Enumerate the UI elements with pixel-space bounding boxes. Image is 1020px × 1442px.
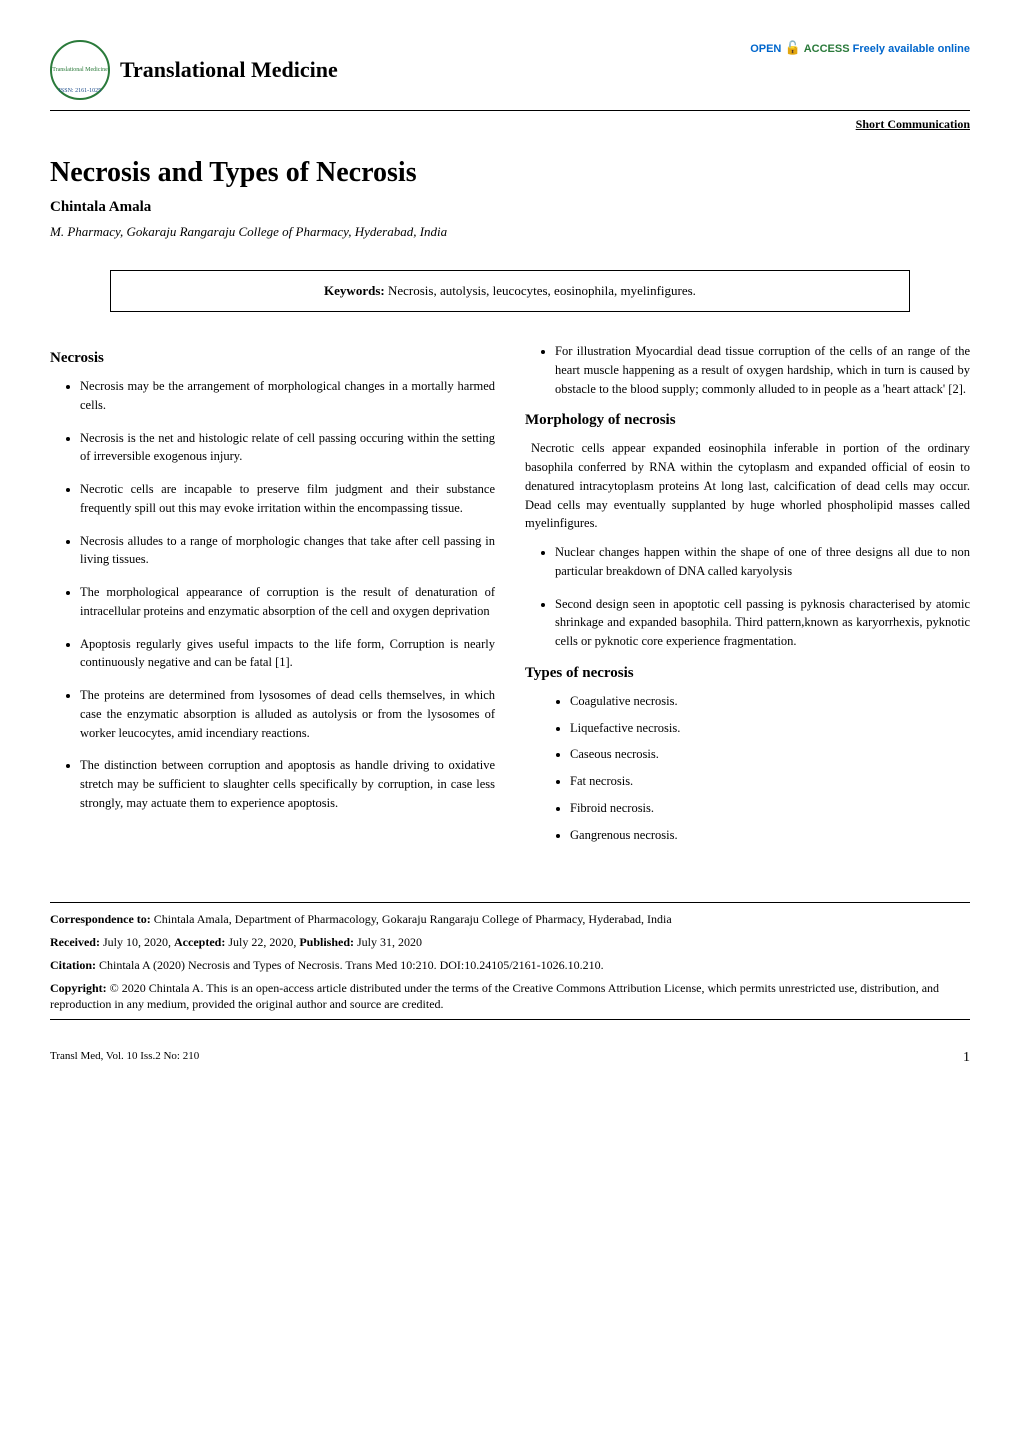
correspondence-line: Correspondence to: Chintala Amala, Depar… — [50, 911, 970, 928]
section-heading-morphology: Morphology of necrosis — [525, 412, 970, 429]
page-number: 1 — [963, 1050, 970, 1066]
list-item: The proteins are determined from lysosom… — [80, 686, 495, 742]
article-title: Necrosis and Types of Necrosis — [50, 157, 970, 189]
copyright-line: Copyright: © 2020 Chintala A. This is an… — [50, 980, 970, 1014]
access-text: ACCESS — [804, 43, 850, 55]
list-item: The morphological appearance of corrupti… — [80, 583, 495, 621]
open-text: OPEN — [750, 43, 781, 55]
right-column: For illustration Myocardial dead tissue … — [525, 342, 970, 852]
list-item: Necrotic cells are incapable to preserve… — [80, 480, 495, 518]
freely-text: Freely available online — [853, 43, 970, 55]
section-heading-necrosis: Necrosis — [50, 350, 495, 367]
correspondence-text: Chintala Amala, Department of Pharmacolo… — [151, 912, 672, 926]
list-item: Nuclear changes happen within the shape … — [555, 543, 970, 581]
citation-label: Citation: — [50, 958, 96, 972]
open-access-badge: OPEN 🔓 ACCESS Freely available online — [750, 40, 970, 56]
received-label: Received: — [50, 935, 100, 949]
journal-block: Translational Medicine ISSN: 2161-1025 T… — [50, 40, 338, 100]
footer-divider-top — [50, 902, 970, 903]
header-divider — [50, 110, 970, 111]
author-name: Chintala Amala — [50, 199, 970, 216]
necrosis-bullet-list: Necrosis may be the arrangement of morph… — [50, 377, 495, 813]
article-type: Short Communication — [50, 117, 970, 132]
keywords-box: Keywords: Necrosis, autolysis, leucocyte… — [110, 270, 910, 312]
two-column-body: Necrosis Necrosis may be the arrangement… — [50, 342, 970, 852]
list-item: Necrosis may be the arrangement of morph… — [80, 377, 495, 415]
footer-divider-bottom — [50, 1019, 970, 1020]
journal-logo: Translational Medicine ISSN: 2161-1025 — [50, 40, 110, 100]
accepted-date: July 22, 2020, — [225, 935, 299, 949]
section-heading-types: Types of necrosis — [525, 665, 970, 682]
citation-line: Citation: Chintala A (2020) Necrosis and… — [50, 957, 970, 974]
lock-icon: 🔓 — [784, 40, 800, 55]
journal-title: Translational Medicine — [120, 57, 338, 83]
list-item: Necrosis alludes to a range of morpholog… — [80, 532, 495, 570]
list-item: Coagulative necrosis. — [570, 692, 970, 711]
logo-text: Translational Medicine — [52, 67, 108, 73]
logo-issn: ISSN: 2161-1025 — [59, 88, 101, 94]
list-item: The distinction between corruption and a… — [80, 756, 495, 812]
list-item: Second design seen in apoptotic cell pas… — [555, 595, 970, 651]
right-top-bullet: For illustration Myocardial dead tissue … — [525, 342, 970, 398]
morphology-paragraph: Necrotic cells appear expanded eosinophi… — [525, 439, 970, 533]
left-column: Necrosis Necrosis may be the arrangement… — [50, 342, 495, 852]
list-item: Liquefactive necrosis. — [570, 719, 970, 738]
copyright-text: © 2020 Chintala A. This is an open-acces… — [50, 981, 939, 1012]
list-item: For illustration Myocardial dead tissue … — [555, 342, 970, 398]
list-item: Fibroid necrosis. — [570, 799, 970, 818]
published-label: Published: — [299, 935, 354, 949]
published-date: July 31, 2020 — [354, 935, 422, 949]
header-row: Translational Medicine ISSN: 2161-1025 T… — [50, 40, 970, 100]
page-footer: Transl Med, Vol. 10 Iss.2 No: 210 1 — [50, 1050, 970, 1066]
list-item: Caseous necrosis. — [570, 745, 970, 764]
list-item: Gangrenous necrosis. — [570, 826, 970, 845]
accepted-label: Accepted: — [174, 935, 225, 949]
list-item: Necrosis is the net and histologic relat… — [80, 429, 495, 467]
list-item: Apoptosis regularly gives useful impacts… — [80, 635, 495, 673]
types-list: Coagulative necrosis. Liquefactive necro… — [525, 692, 970, 845]
list-item: Fat necrosis. — [570, 772, 970, 791]
received-date: July 10, 2020, — [100, 935, 174, 949]
footer-block: Correspondence to: Chintala Amala, Depar… — [50, 902, 970, 1020]
morphology-bullet-list: Nuclear changes happen within the shape … — [525, 543, 970, 651]
correspondence-label: Correspondence to: — [50, 912, 151, 926]
keywords-text: Necrosis, autolysis, leucocytes, eosinop… — [385, 283, 696, 298]
dates-line: Received: July 10, 2020, Accepted: July … — [50, 934, 970, 951]
keywords-label: Keywords: — [324, 283, 385, 298]
copyright-label: Copyright: — [50, 981, 107, 995]
citation-text: Chintala A (2020) Necrosis and Types of … — [96, 958, 604, 972]
journal-reference: Transl Med, Vol. 10 Iss.2 No: 210 — [50, 1050, 199, 1066]
author-affiliation: M. Pharmacy, Gokaraju Rangaraju College … — [50, 224, 970, 240]
